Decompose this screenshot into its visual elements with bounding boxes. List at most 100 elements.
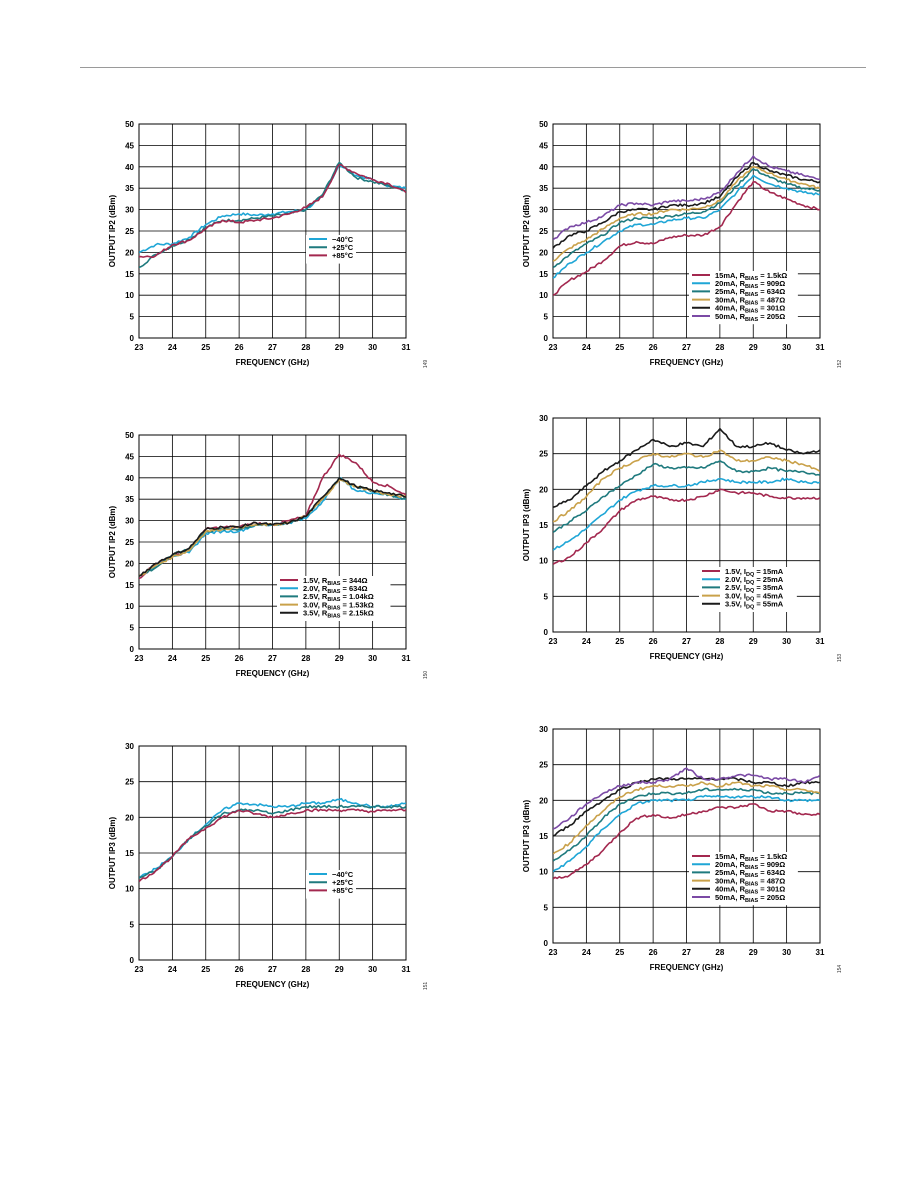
y-tick-label: 10 — [539, 291, 548, 300]
y-tick-label: 5 — [544, 592, 549, 601]
legend-entry: 2.0V, IDQ = 25mA — [725, 575, 784, 586]
x-tick-label: 24 — [168, 654, 177, 663]
y-tick-label: 30 — [125, 742, 134, 751]
x-tick-label: 25 — [201, 654, 210, 663]
y-axis-label: OUTPUT IP3 (dBm) — [108, 816, 117, 889]
x-tick-label: 29 — [335, 343, 344, 352]
y-tick-label: 15 — [125, 849, 134, 858]
series-line — [553, 460, 820, 533]
legend-entry: +85°C — [332, 251, 354, 260]
y-tick-label: 10 — [125, 885, 134, 894]
legend-entry: 2.0V, RBIAS = 634Ω — [303, 584, 368, 595]
x-tick-label: 25 — [615, 637, 624, 646]
x-tick-label: 28 — [715, 343, 724, 352]
series-line — [139, 808, 406, 883]
x-tick-label: 24 — [582, 948, 591, 957]
x-tick-label: 26 — [649, 637, 658, 646]
y-tick-label: 20 — [125, 813, 134, 822]
x-tick-label: 25 — [615, 948, 624, 957]
x-tick-label: 31 — [816, 637, 825, 646]
y-tick-label: 10 — [539, 557, 548, 566]
legend-entry: 1.5V, RBIAS = 344Ω — [303, 576, 368, 587]
x-tick-label: 29 — [749, 343, 758, 352]
x-tick-label: 25 — [201, 965, 210, 974]
x-tick-label: 31 — [816, 343, 825, 352]
x-tick-label: 28 — [715, 948, 724, 957]
y-tick-label: 45 — [125, 452, 134, 461]
y-tick-label: 25 — [539, 761, 548, 770]
y-tick-label: 25 — [539, 450, 548, 459]
x-tick-label: 30 — [782, 343, 791, 352]
figure-id: 152 — [837, 360, 843, 369]
y-tick-label: 40 — [125, 474, 134, 483]
x-axis-label: FREQUENCY (GHz) — [650, 652, 724, 661]
x-tick-label: 31 — [402, 343, 411, 352]
legend-entry: 25mA, RBIAS = 634Ω — [715, 868, 785, 879]
y-tick-label: 20 — [539, 796, 548, 805]
legend-entry: +25°C — [332, 243, 354, 252]
x-tick-label: 27 — [682, 343, 691, 352]
x-tick-label: 24 — [168, 965, 177, 974]
series-line — [553, 181, 820, 296]
series-line — [553, 787, 820, 862]
figure-id: 154 — [837, 965, 843, 974]
series-line — [139, 161, 406, 269]
y-axis-label: OUTPUT IP2 (dBm) — [522, 194, 531, 267]
x-tick-label: 26 — [649, 343, 658, 352]
x-tick-label: 29 — [749, 637, 758, 646]
legend: −40°C+25°C+85°C — [306, 870, 356, 899]
x-tick-label: 25 — [615, 343, 624, 352]
chart-2: 23 24 25 26 27 28 29 30 31 0 5 10 15 20 25 30 35 40 45 50 FR… — [522, 120, 843, 368]
legend-entry: +85°C — [332, 886, 354, 895]
y-tick-label: 5 — [130, 313, 135, 322]
y-tick-label: 25 — [539, 227, 548, 236]
series-line — [553, 166, 820, 262]
series-line — [553, 767, 820, 830]
y-tick-label: 0 — [130, 334, 135, 343]
x-tick-label: 27 — [268, 654, 277, 663]
series-line — [553, 776, 820, 837]
chart-6: 23 24 25 26 27 28 29 30 31 0 5 10 15 20 25 30 FREQUENCY … — [522, 725, 843, 973]
x-tick-label: 27 — [268, 965, 277, 974]
legend-entry: 3.0V, RBIAS = 1.53kΩ — [303, 600, 374, 611]
series-line — [553, 155, 820, 241]
legend-entry: 30mA, RBIAS = 487Ω — [715, 295, 785, 306]
legend: −40°C+25°C+85°C — [306, 235, 356, 264]
x-tick-label: 28 — [715, 637, 724, 646]
y-tick-label: 5 — [130, 920, 135, 929]
x-tick-label: 23 — [549, 948, 558, 957]
y-tick-label: 50 — [539, 120, 548, 129]
legend-entry: 2.5V, RBIAS = 1.04kΩ — [303, 592, 374, 603]
legend-entry: 50mA, RBIAS = 205Ω — [715, 893, 785, 904]
x-tick-label: 31 — [402, 654, 411, 663]
figure-id: 151 — [423, 982, 429, 991]
series-line — [553, 427, 820, 508]
y-tick-label: 40 — [125, 163, 134, 172]
legend-entry: 3.0V, IDQ = 45mA — [725, 591, 784, 602]
x-tick-label: 24 — [582, 637, 591, 646]
y-tick-label: 15 — [125, 581, 134, 590]
y-tick-label: 10 — [125, 291, 134, 300]
chart-1: 23 24 25 26 27 28 29 30 31 0 5 10 15 20 25 30 35 40 45 50 FR… — [108, 120, 429, 368]
chart-4: 23 24 25 26 27 28 29 30 31 0 5 10 15 20 25 30 FREQUENCY … — [522, 414, 843, 662]
legend-entry: 40mA, RBIAS = 301Ω — [715, 304, 785, 315]
series-line — [553, 477, 820, 551]
x-tick-label: 25 — [201, 343, 210, 352]
series-line — [553, 794, 820, 873]
x-tick-label: 24 — [168, 343, 177, 352]
legend-entry: 3.5V, IDQ = 55mA — [725, 600, 784, 611]
legend-entry: 2.5V, IDQ = 35mA — [725, 583, 784, 594]
legend-entry: 15mA, RBIAS = 1.5kΩ — [715, 852, 787, 863]
legend-entry: 40mA, RBIAS = 301Ω — [715, 885, 785, 896]
y-axis-label: OUTPUT IP3 (dBm) — [522, 799, 531, 872]
y-tick-label: 20 — [539, 485, 548, 494]
x-tick-label: 27 — [682, 948, 691, 957]
x-tick-label: 23 — [135, 343, 144, 352]
legend-entry: 15mA, RBIAS = 1.5kΩ — [715, 271, 787, 282]
y-tick-label: 10 — [539, 868, 548, 877]
y-tick-label: 20 — [125, 559, 134, 568]
